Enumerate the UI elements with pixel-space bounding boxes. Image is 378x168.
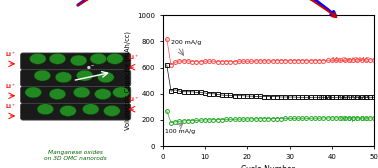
Text: Manganese oxides
on 3D OMC nanorods: Manganese oxides on 3D OMC nanorods	[44, 151, 107, 161]
Ellipse shape	[70, 55, 87, 66]
Ellipse shape	[76, 70, 93, 81]
Ellipse shape	[113, 87, 129, 98]
Ellipse shape	[107, 53, 123, 64]
Ellipse shape	[82, 104, 99, 115]
Ellipse shape	[94, 89, 111, 99]
Ellipse shape	[104, 106, 120, 116]
Ellipse shape	[73, 87, 90, 98]
Ellipse shape	[98, 72, 114, 83]
Ellipse shape	[49, 89, 66, 99]
Text: Li$^+$: Li$^+$	[128, 95, 139, 104]
Text: MnOx/OMC: MnOx/OMC	[332, 57, 370, 63]
Ellipse shape	[34, 70, 51, 81]
FancyBboxPatch shape	[20, 103, 131, 120]
FancyBboxPatch shape	[20, 53, 131, 70]
Text: Li$^+$: Li$^+$	[5, 50, 15, 59]
Text: 200 mA/g: 200 mA/g	[171, 40, 201, 45]
Text: Li$^+$: Li$^+$	[128, 53, 139, 62]
Text: Li$^+$: Li$^+$	[5, 102, 15, 111]
FancyBboxPatch shape	[20, 87, 131, 103]
Text: OMC nanorods: OMC nanorods	[319, 95, 370, 101]
Ellipse shape	[55, 72, 72, 83]
X-axis label: Cycle Number: Cycle Number	[242, 165, 295, 168]
Text: 100 mA/g: 100 mA/g	[165, 129, 195, 134]
Text: Graphite: Graphite	[339, 116, 370, 122]
Text: e$^-$: e$^-$	[86, 64, 95, 72]
Ellipse shape	[37, 104, 54, 115]
FancyBboxPatch shape	[20, 70, 131, 87]
Text: Li$^+$: Li$^+$	[5, 82, 15, 91]
Ellipse shape	[49, 53, 66, 64]
Ellipse shape	[25, 87, 42, 98]
Ellipse shape	[90, 53, 107, 64]
Ellipse shape	[29, 53, 46, 64]
Ellipse shape	[60, 106, 76, 116]
Y-axis label: Volumetric Capacity (mAh/cc): Volumetric Capacity (mAh/cc)	[125, 31, 131, 130]
